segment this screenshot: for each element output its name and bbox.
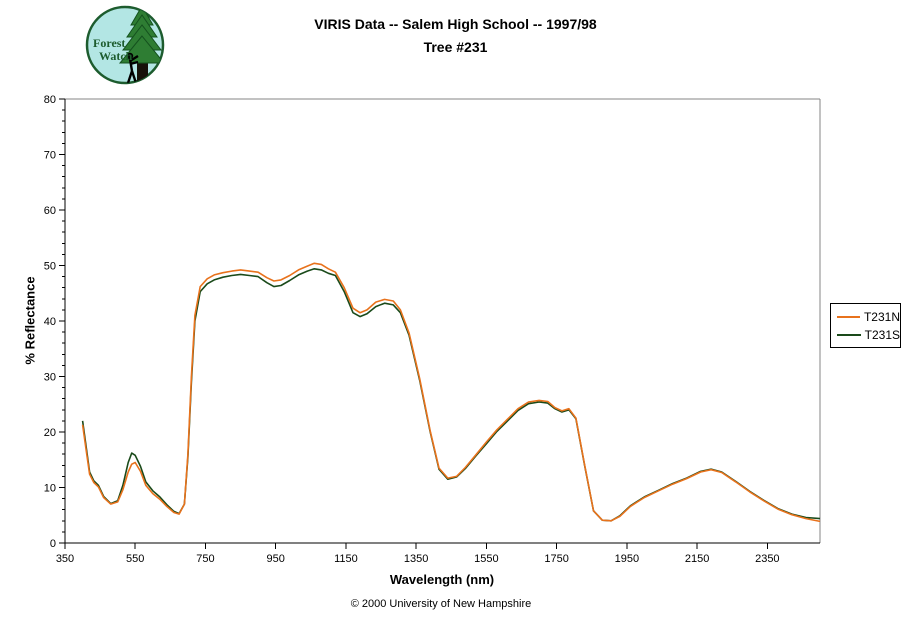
y-tick-label: 30 [44, 372, 56, 384]
copyright-notice: © 2000 University of New Hampshire [350, 598, 532, 610]
x-tick-label: 1950 [615, 553, 639, 565]
legend-item-t231n: T231N [837, 308, 900, 326]
x-tick-label: 2150 [685, 553, 709, 565]
plot-border [65, 98, 821, 543]
logo-text-watch: Watch [99, 49, 133, 63]
legend-label-t231n: T231N [863, 310, 900, 324]
x-tick-label: 1750 [544, 553, 568, 565]
x-tick-label: 550 [126, 553, 144, 565]
y-axis-title: % Reflectance [22, 276, 38, 365]
x-axis-title: Wavelength (nm) [389, 572, 495, 587]
x-tick-label: 950 [267, 553, 285, 565]
y-tick-label: 0 [50, 538, 56, 550]
forest-watch-logo-graphic: Forest Watch [85, 5, 165, 85]
forest-watch-logo: Forest Watch [84, 4, 166, 86]
axes [64, 99, 820, 544]
x-axis-tick-labels: 350 550 750 950 1150 1350 1550 1750 1950 2150 2350 [56, 553, 780, 565]
logo-text-forest: Forest [93, 36, 125, 50]
y-tick-label: 10 [44, 483, 56, 495]
y-tick-label: 80 [44, 94, 56, 106]
y-tick-label: 50 [44, 261, 56, 273]
x-tick-label: 1150 [334, 553, 358, 565]
legend-line-sample-t231s [837, 334, 861, 336]
x-axis-ticks [64, 543, 768, 549]
x-tick-label: 750 [196, 553, 214, 565]
x-tick-label: 2350 [755, 553, 779, 565]
tree-hugger-person-icon [126, 52, 139, 83]
chart-title: VIRIS Data -- Salem High School -- 1997/… [0, 13, 911, 59]
legend-item-t231s: T231S [837, 326, 900, 344]
x-tick-label: 350 [56, 553, 74, 565]
legend: T231N T231S [830, 303, 901, 348]
legend-label-t231s: T231S [864, 328, 900, 342]
chart-title-line2: Tree #231 [423, 39, 488, 55]
y-axis-major-ticks [59, 98, 65, 544]
chart-title-line1: VIRIS Data -- Salem High School -- 1997/… [314, 16, 597, 32]
y-axis-tick-labels: 0 10 20 30 40 50 60 70 80 [44, 94, 56, 550]
series-line-T231N [81, 262, 821, 523]
series-line-T231S [81, 267, 821, 522]
legend-line-sample-t231n [837, 316, 860, 318]
x-tick-label: 1350 [404, 553, 428, 565]
y-tick-label: 60 [44, 205, 56, 217]
y-tick-label: 70 [44, 150, 56, 162]
y-tick-label: 40 [44, 316, 56, 328]
y-tick-label: 20 [44, 427, 56, 439]
x-tick-label: 1550 [474, 553, 498, 565]
